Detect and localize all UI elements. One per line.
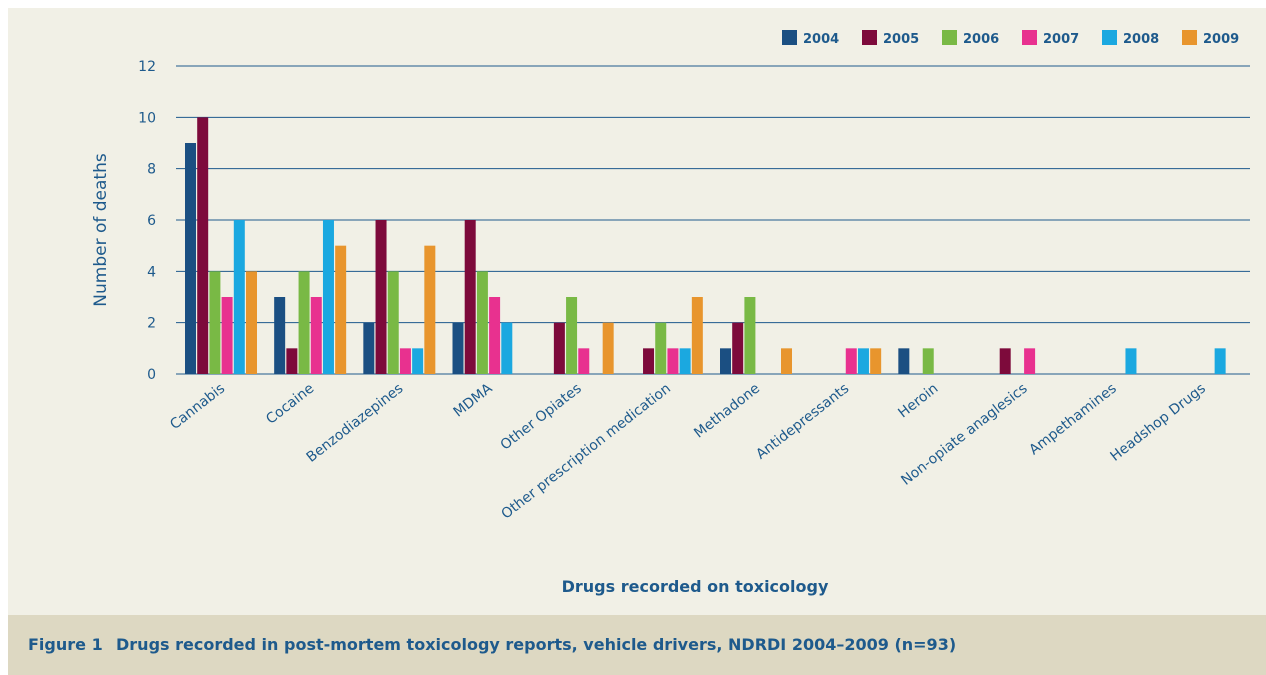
bar-2008-benzodiazepines xyxy=(412,348,424,374)
bar-2009-antidepressants xyxy=(870,348,882,374)
x-category-label: Benzodiazepines xyxy=(304,381,407,466)
bar-2007-non-opiate-anaglesics xyxy=(1024,348,1036,374)
y-axis-title: Number of deaths xyxy=(91,153,111,307)
bar-2005-other-prescription-medication xyxy=(643,348,655,374)
x-category-label: Cannabis xyxy=(167,381,228,433)
bar-2009-methadone xyxy=(781,348,792,374)
legend-label-2004: 2004 xyxy=(803,32,839,47)
x-category-label: Headshop Drugs xyxy=(1107,381,1208,465)
x-category-label: Methadone xyxy=(691,381,763,442)
legend-swatch-2005 xyxy=(862,30,877,45)
bar-2009-cannabis xyxy=(246,271,257,374)
bar-2009-benzodiazepines xyxy=(424,245,436,374)
bar-2004-cannabis xyxy=(185,143,196,374)
y-tick-label: 10 xyxy=(138,110,156,126)
bar-2006-cannabis xyxy=(209,271,221,374)
legend-swatch-2006 xyxy=(942,30,957,45)
bar-2004-cocaine xyxy=(274,297,286,374)
bar-2009-cocaine xyxy=(335,245,347,374)
bar-2005-other-opiates xyxy=(553,322,565,374)
y-axis-ticks: 0 2 4 6 8 10 12 xyxy=(138,59,156,383)
legend-label-2007: 2007 xyxy=(1043,32,1079,47)
bar-2005-cannabis xyxy=(197,117,209,374)
bar-2007-cannabis xyxy=(221,297,233,374)
bar-2006-benzodiazepines xyxy=(387,271,399,374)
bar-2005-non-opiate-anaglesics xyxy=(999,348,1011,374)
bar-2006-heroin xyxy=(922,348,934,374)
bar-2008-antidepressants xyxy=(857,348,869,374)
y-tick-label: 6 xyxy=(147,213,156,229)
bar-2008-cannabis xyxy=(233,220,245,374)
bar-2008-mdma xyxy=(501,322,513,374)
bar-2008-ampethamines xyxy=(1125,348,1137,374)
figure-label: Figure 1 xyxy=(28,635,103,654)
bar-2006-mdma xyxy=(476,271,488,374)
bar-2008-other-prescription-medication xyxy=(679,348,691,374)
legend-label-2005: 2005 xyxy=(883,32,919,47)
bar-2007-other-prescription-medication xyxy=(667,348,679,374)
y-tick-label: 4 xyxy=(147,264,156,280)
bar-2006-cocaine xyxy=(298,271,310,374)
x-category-label: Other Opiates xyxy=(498,381,585,454)
bar-2009-other-opiates xyxy=(602,322,614,374)
bar-2004-heroin xyxy=(898,348,910,374)
y-tick-label: 0 xyxy=(147,367,156,383)
bar-2009-other-prescription-medication xyxy=(691,297,703,374)
legend-label-2009: 2009 xyxy=(1203,32,1239,47)
bar-2007-mdma xyxy=(489,297,501,374)
bar-2005-cocaine xyxy=(286,348,298,374)
x-category-label: Antidepressants xyxy=(753,381,852,463)
bar-2006-methadone xyxy=(744,297,756,374)
figure-caption-text: Drugs recorded in post-mortem toxicology… xyxy=(116,635,957,654)
bar-2005-methadone xyxy=(732,322,744,374)
bar-2005-benzodiazepines xyxy=(375,220,387,374)
x-axis-title: Drugs recorded on toxicology xyxy=(562,577,829,596)
bars xyxy=(185,117,1226,374)
figure-caption: Figure 1 Drugs recorded in post-mortem to… xyxy=(28,635,956,654)
y-tick-label: 12 xyxy=(138,59,156,75)
bar-2007-cocaine xyxy=(310,297,322,374)
bar-2006-other-opiates xyxy=(566,297,578,374)
x-category-label: Other prescription medication xyxy=(499,381,674,523)
x-category-label: Ampethamines xyxy=(1026,381,1119,459)
bar-2004-methadone xyxy=(720,348,731,374)
y-tick-label: 8 xyxy=(147,162,156,178)
legend-label-2006: 2006 xyxy=(963,32,999,47)
legend-label-2008: 2008 xyxy=(1123,32,1159,47)
x-category-label: Heroin xyxy=(895,381,941,422)
bar-2005-mdma xyxy=(464,220,476,374)
bar-2007-benzodiazepines xyxy=(399,348,411,374)
bar-2007-other-opiates xyxy=(578,348,590,374)
y-tick-label: 2 xyxy=(147,316,156,332)
legend: 2004 2005 2006 2007 2008 2009 xyxy=(782,30,1239,47)
legend-swatch-2008 xyxy=(1102,30,1117,45)
bar-2008-headshop-drugs xyxy=(1214,348,1226,374)
bar-2006-other-prescription-medication xyxy=(655,322,667,374)
x-category-label: Cocaine xyxy=(263,381,317,428)
x-category-label: MDMA xyxy=(451,380,496,420)
bar-2008-cocaine xyxy=(322,220,334,374)
legend-swatch-2007 xyxy=(1022,30,1037,45)
bar-chart: 0 2 4 6 8 10 12 Cannabis CocaineBenzodiazepines… xyxy=(91,30,1250,596)
bar-2007-antidepressants xyxy=(845,348,857,374)
bar-2004-benzodiazepines xyxy=(363,322,375,374)
legend-swatch-2009 xyxy=(1182,30,1197,45)
gridlines xyxy=(176,65,1250,375)
caption-bar: Figure 1 Drugs recorded in post-mortem to… xyxy=(8,615,1266,675)
bar-2004-mdma xyxy=(452,322,464,374)
legend-swatch-2004 xyxy=(782,30,797,45)
